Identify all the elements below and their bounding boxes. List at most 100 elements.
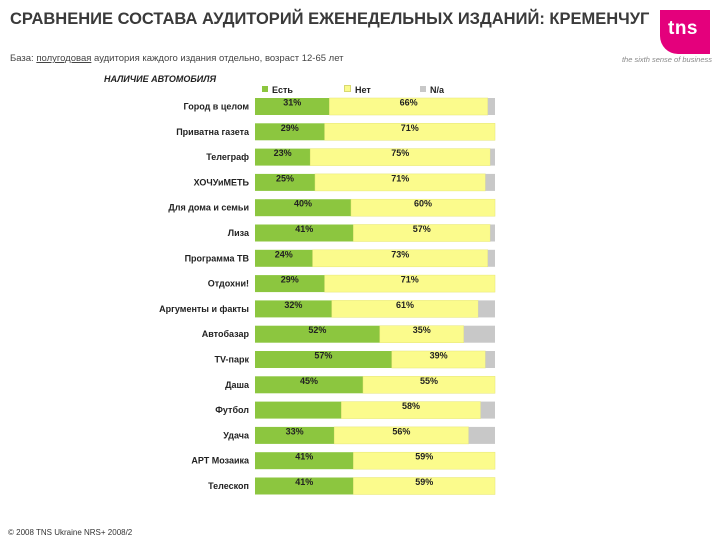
bar-no [324, 274, 496, 293]
bar-yes [255, 325, 380, 343]
category-label: Приватна газета [176, 127, 250, 137]
brand-tagline: the sixth sense of business [621, 55, 712, 64]
value-label-no: 75% [391, 148, 409, 158]
value-label-yes: 41% [295, 224, 313, 234]
category-label: Аргументы и факты [159, 304, 249, 314]
value-label-no: 57% [413, 224, 431, 234]
category-label: Телескоп [208, 481, 249, 491]
bar-no [362, 376, 496, 394]
bar-na [485, 351, 495, 368]
value-label-no: 59% [415, 452, 433, 462]
bar-yes [255, 173, 315, 191]
value-label-no: 61% [396, 300, 414, 310]
chart-title: НАЛИЧИЕ АВТОМОБИЛЯ [104, 74, 217, 84]
bar-yes [255, 199, 351, 217]
tns-logo-text: tns [668, 18, 698, 39]
category-label: Удача [223, 430, 250, 440]
bar-yes [255, 249, 313, 267]
value-label-yes: 41% [295, 477, 313, 487]
page-subtitle: База: полугодовая аудитория каждого изда… [10, 53, 344, 64]
bar-na [478, 300, 495, 318]
bar-no [331, 300, 479, 318]
category-label: Город в целом [184, 102, 250, 112]
bar-na [468, 426, 495, 444]
bar-yes [255, 351, 392, 368]
page-title: СРАВНЕНИЕ СОСТАВА АУДИТОРИЙ ЕЖЕНЕДЕЛЬНЫХ… [10, 10, 650, 28]
bar-na [487, 249, 495, 267]
bar-na [463, 325, 495, 343]
bar-no [324, 123, 496, 141]
value-label-yes: 31% [283, 98, 301, 108]
value-label-yes: 29% [281, 275, 299, 285]
subtitle-rest: аудитория каждого издания отдельно, возр… [91, 53, 344, 64]
bar-no [350, 198, 496, 217]
category-label: Футбол [215, 405, 249, 415]
value-label-yes: 24% [275, 249, 293, 259]
legend-swatch-yes [262, 86, 268, 92]
subtitle-underlined: полугодовая [36, 53, 92, 64]
subtitle-prefix: База: [10, 53, 37, 64]
bar-yes [255, 426, 335, 444]
value-label-no: 71% [391, 173, 409, 183]
category-label: Лиза [228, 228, 250, 238]
bar-na [487, 98, 495, 115]
bar-yes [255, 123, 325, 141]
category-label: Программа ТВ [185, 253, 250, 263]
value-label-no: 71% [401, 275, 419, 285]
value-label-no: 56% [392, 426, 410, 436]
bar-yes [255, 376, 363, 394]
legend-swatch-no [344, 85, 351, 92]
bar-na [485, 173, 495, 191]
value-label-yes: 23% [274, 148, 292, 158]
bar-na [490, 224, 495, 242]
value-label-yes: 57% [314, 351, 332, 361]
bar-no [341, 401, 481, 419]
category-label: TV-парк [215, 355, 250, 365]
value-label-no: 55% [420, 376, 438, 386]
value-label-no: 39% [430, 351, 448, 361]
tns-logo [660, 10, 710, 54]
bar-yes [255, 275, 325, 293]
bar-yes [255, 401, 342, 419]
value-label-no: 73% [391, 249, 409, 259]
bar-no [353, 477, 496, 495]
value-label-yes: 41% [295, 452, 313, 462]
category-label: Отдохни! [208, 279, 249, 289]
legend-item-na: N/a [420, 85, 444, 95]
legend-item-yes: Есть [262, 85, 293, 95]
category-label: ХОЧУиМЕТЬ [194, 177, 250, 187]
bar-yes [255, 98, 330, 115]
category-label: АРТ Мозаика [191, 456, 250, 466]
value-label-yes: 45% [300, 376, 318, 386]
category-label: Для дома и семьи [168, 203, 249, 213]
copyright-note: © 2008 TNS Ukraine NRS+ 2008/2 [8, 528, 133, 537]
bar-na [490, 148, 495, 166]
bar-yes [255, 148, 311, 166]
value-label-yes: 29% [281, 123, 299, 133]
value-label-yes: 25% [276, 173, 294, 183]
legend-item-no: Нет [344, 85, 371, 95]
bar-na [480, 401, 495, 419]
value-label-no: 35% [413, 325, 431, 335]
legend-label-no: Нет [355, 85, 371, 95]
bar-yes [255, 477, 354, 495]
legend-label-na: N/a [430, 85, 445, 95]
bar-yes [255, 224, 354, 242]
value-label-yes: 33% [286, 426, 304, 436]
value-label-yes: 40% [294, 199, 312, 209]
value-label-no: 71% [401, 123, 419, 133]
bar-no [353, 451, 496, 470]
value-label-no: 59% [415, 477, 433, 487]
category-label: Телеграф [206, 152, 249, 162]
category-label: Даша [225, 380, 250, 390]
legend-label-yes: Есть [272, 85, 293, 95]
value-label-no: 60% [414, 199, 432, 209]
bar-yes [255, 452, 354, 470]
value-label-no: 66% [400, 98, 418, 108]
value-label-yes: 32% [284, 300, 302, 310]
value-label-no: 58% [402, 401, 420, 411]
category-label: Автобазар [202, 329, 250, 339]
legend-swatch-na [420, 86, 426, 92]
value-label-yes: 52% [308, 325, 326, 335]
